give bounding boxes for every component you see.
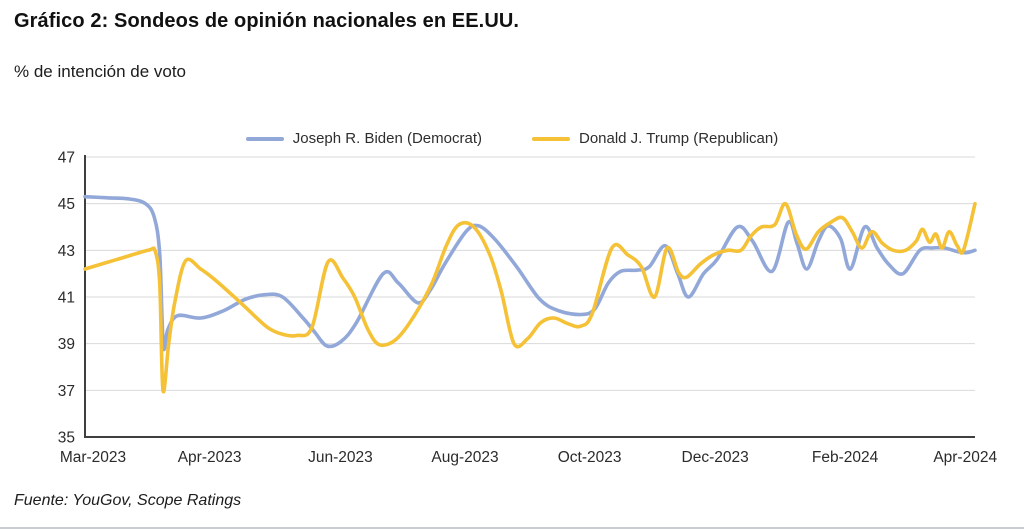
y-tick-label: 47 — [58, 150, 75, 167]
legend-label-biden: Joseph R. Biden (Democrat) — [292, 130, 482, 147]
y-tick-label: 43 — [58, 243, 75, 260]
chart-legend: Joseph R. Biden (Democrat) Donald J. Tru… — [0, 130, 1024, 147]
x-tick-label: Apr-2023 — [178, 449, 242, 466]
chart-title: Gráfico 2: Sondeos de opinión nacionales… — [14, 10, 520, 32]
biden-series-line — [83, 194, 977, 352]
y-tick-label: 39 — [58, 336, 75, 353]
legend-label-trump: Donald J. Trump (Republican) — [578, 130, 779, 147]
x-tick-label: Feb-2024 — [812, 449, 879, 466]
legend-item-biden: Joseph R. Biden (Democrat) — [245, 130, 482, 147]
x-tick-label: Mar-2023 — [60, 449, 126, 466]
x-tick-label: Apr-2024 — [933, 449, 997, 466]
y-tick-label: 37 — [58, 383, 75, 400]
x-tick-label: Aug-2023 — [431, 449, 498, 466]
bottom-divider — [0, 527, 1024, 529]
x-tick-label: Dec-2023 — [682, 449, 749, 466]
chart-subtitle: % de intención de voto — [14, 62, 187, 81]
x-tick-label: Jun-2023 — [308, 449, 373, 466]
trump-line-swatch-icon — [531, 136, 570, 141]
biden-line-swatch-icon — [245, 136, 284, 141]
y-tick-label: 41 — [58, 290, 75, 307]
legend-item-trump: Donald J. Trump (Republican) — [531, 130, 779, 147]
trump-series-line — [83, 201, 977, 394]
x-tick-label: Oct-2023 — [558, 449, 622, 466]
y-tick-label: 45 — [58, 196, 75, 213]
source-note: Fuente: YouGov, Scope Ratings — [14, 492, 242, 509]
y-tick-label: 35 — [58, 430, 75, 447]
